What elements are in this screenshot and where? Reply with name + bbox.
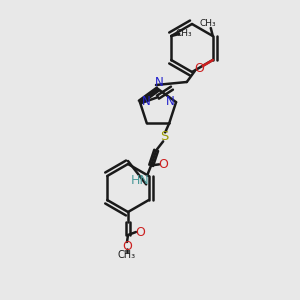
Text: O: O — [135, 226, 145, 238]
Text: O: O — [158, 158, 168, 171]
Text: CH₃: CH₃ — [200, 20, 216, 28]
Text: CH₃: CH₃ — [118, 250, 136, 260]
Text: O: O — [194, 61, 204, 74]
Text: N: N — [142, 94, 150, 108]
Text: CH₃: CH₃ — [176, 28, 193, 38]
Text: S: S — [160, 130, 168, 143]
Text: N: N — [154, 76, 164, 89]
Text: HN: HN — [131, 174, 149, 187]
Text: N: N — [166, 94, 174, 108]
Text: O: O — [122, 239, 132, 253]
